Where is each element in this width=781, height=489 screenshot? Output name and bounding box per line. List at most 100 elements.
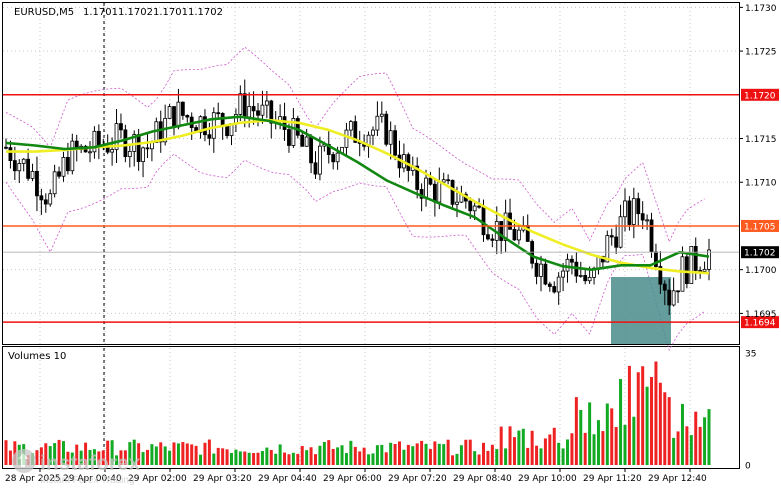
- watermark-tagline: Instant Forex Trading: [40, 475, 135, 486]
- candle-body: [450, 179, 455, 205]
- candle-body: [26, 158, 31, 179]
- time-tick-label: 29 Apr 08:40: [453, 474, 512, 484]
- candle-body: [211, 112, 216, 139]
- candle-body: [110, 149, 115, 153]
- candle-body: [640, 213, 645, 221]
- candle-body: [446, 179, 451, 182]
- candle-body: [287, 129, 291, 146]
- bb-upper: [5, 46, 705, 243]
- candle-body: [145, 147, 150, 150]
- candle-body: [534, 262, 539, 277]
- candle-body: [578, 275, 583, 277]
- candle-body: [12, 160, 17, 172]
- candle-body: [335, 152, 340, 163]
- candle-body: [300, 134, 305, 147]
- candle-body: [167, 106, 172, 119]
- candle-body: [684, 256, 689, 285]
- bollinger-bands: [5, 46, 705, 352]
- candle-body: [17, 163, 22, 172]
- candle-body: [658, 266, 663, 285]
- candle-body: [348, 121, 353, 131]
- candle-body: [455, 201, 459, 205]
- price-tick-label: 1.1715: [745, 135, 777, 145]
- time-tick-label: 29 Apr 12:40: [648, 474, 707, 484]
- candle-body: [432, 183, 437, 203]
- candle-body: [136, 134, 141, 162]
- candle-body: [565, 258, 570, 272]
- candle-body: [623, 200, 627, 218]
- current-price-label: 1.1702: [744, 249, 776, 259]
- axes: 1.1730 1.1725 1.1715 1.1710 1.1700 1.1695 35 0 2…: [5, 4, 777, 484]
- candle-body: [269, 100, 274, 124]
- candle-body: [499, 221, 504, 241]
- candle-body: [556, 276, 561, 293]
- time-tick-label: 29 Apr 07:20: [388, 474, 447, 484]
- candle-body: [384, 113, 389, 145]
- candle-body: [318, 145, 322, 175]
- candle-body: [472, 205, 477, 212]
- candle-body: [216, 112, 221, 115]
- level-tag-1.1720: [741, 88, 779, 101]
- candle-body: [141, 147, 145, 162]
- price-tick-label: 1.1695: [745, 310, 777, 320]
- time-tick-label: 29 Apr 11:20: [583, 474, 642, 484]
- candle-body: [415, 165, 420, 190]
- candle-body: [609, 235, 614, 238]
- candle-body: [242, 93, 247, 118]
- candle-body: [309, 136, 313, 164]
- candle-body: [61, 157, 66, 177]
- candle-body: [353, 121, 358, 143]
- candle-body: [618, 216, 623, 248]
- candle-body: [260, 104, 265, 116]
- candle-body: [57, 171, 61, 177]
- candle-body: [65, 157, 70, 172]
- candle-body: [388, 130, 393, 145]
- candle-body: [437, 181, 442, 203]
- price-tick-label: 1.1730: [745, 4, 777, 14]
- candle-body: [172, 106, 176, 128]
- candle-body: [547, 283, 552, 287]
- candle-body: [503, 212, 508, 241]
- candle-body: [313, 162, 318, 175]
- candle-body: [662, 283, 667, 291]
- candle-body: [587, 276, 592, 282]
- watermark-brand: instaforex: [40, 452, 141, 475]
- volume-panel-title: Volumes 10: [8, 351, 66, 362]
- candle-body: [96, 130, 101, 147]
- candle-body: [693, 246, 698, 271]
- candle-body: [282, 116, 287, 130]
- candle-body: [207, 134, 212, 139]
- highlight-zone: [611, 277, 671, 344]
- moving-average-1: [6, 118, 710, 275]
- candle-body: [43, 199, 48, 205]
- candle-body: [198, 116, 203, 133]
- chart-ohlc-open: 1.1701: [83, 7, 118, 18]
- candle-body: [441, 179, 446, 183]
- candle-body: [645, 219, 650, 222]
- chart-ohlc-close: 1.1702: [188, 7, 223, 18]
- candle-body: [428, 177, 433, 185]
- chart-ohlc-high: 1.1702: [118, 7, 153, 18]
- candle-body: [8, 147, 13, 161]
- instaforex-watermark: instaforex Instant Forex Trading: [12, 449, 141, 486]
- candle-body: [649, 219, 654, 253]
- candle-body: [667, 289, 672, 306]
- candle-body: [52, 171, 57, 195]
- candle-body: [220, 113, 225, 127]
- candle-body: [671, 290, 676, 306]
- volume-tick-label: 35: [745, 350, 756, 360]
- candle-body: [393, 130, 397, 156]
- candle-body: [344, 129, 349, 148]
- candle-body: [264, 100, 269, 106]
- candle-body: [680, 256, 685, 292]
- candle-body: [477, 205, 481, 208]
- candle-body: [291, 118, 296, 146]
- candle-body: [561, 270, 565, 278]
- candle-body: [39, 195, 44, 201]
- time-tick-label: 28 Apr 2025: [5, 474, 61, 484]
- candle-body: [88, 151, 92, 154]
- candle-body: [631, 198, 636, 225]
- candle-body: [304, 136, 309, 147]
- candle-body: [570, 258, 574, 263]
